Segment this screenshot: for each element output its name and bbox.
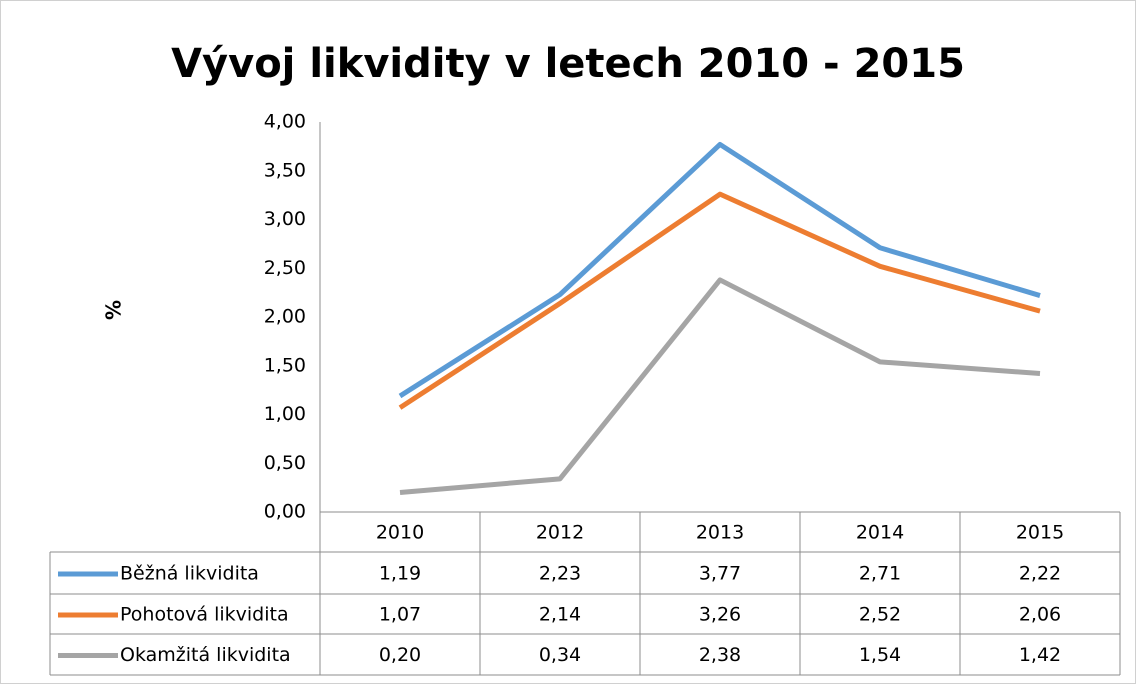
legend-label: Běžná likvidita <box>120 563 259 585</box>
legend-label: Pohotová likvidita <box>120 604 289 626</box>
data-label: 0,34 <box>539 644 581 666</box>
data-label: 2,22 <box>1019 563 1061 585</box>
y-tick-label: 0,50 <box>264 452 306 474</box>
x-tick-label: 2014 <box>856 522 904 544</box>
y-axis-label: % <box>102 300 126 320</box>
data-label: 1,54 <box>859 644 901 666</box>
y-tick-label: 0,00 <box>264 501 306 523</box>
data-label: 1,19 <box>379 563 421 585</box>
data-label: 1,42 <box>1019 644 1061 666</box>
data-label: 3,77 <box>699 563 741 585</box>
y-tick-label: 3,00 <box>264 208 306 230</box>
y-tick-label: 2,00 <box>264 306 306 328</box>
data-label: 2,52 <box>859 604 901 626</box>
series-line <box>399 277 1041 495</box>
legend-label: Okamžitá likvidita <box>120 644 291 666</box>
data-label: 2,71 <box>859 563 901 585</box>
chart-title: Vývoj likvidity v letech 2010 - 2015 <box>171 41 965 87</box>
y-tick-label: 2,50 <box>264 257 306 279</box>
y-tick-label: 1,00 <box>264 403 306 425</box>
data-label: 2,23 <box>539 563 581 585</box>
data-label: 2,14 <box>539 604 581 626</box>
x-tick-label: 2013 <box>696 522 744 544</box>
series-line <box>398 191 1041 410</box>
data-label: 3,26 <box>699 604 741 626</box>
data-label: 2,06 <box>1019 604 1061 626</box>
x-tick-label: 2012 <box>536 522 584 544</box>
x-tick-label: 2010 <box>376 522 424 544</box>
data-label: 0,20 <box>379 644 421 666</box>
y-tick-label: 1,50 <box>264 354 306 376</box>
y-tick-label: 4,00 <box>264 111 306 133</box>
x-tick-label: 2015 <box>1016 522 1064 544</box>
data-label: 1,07 <box>379 604 421 626</box>
data-label: 2,38 <box>699 644 741 666</box>
y-tick-label: 3,50 <box>264 159 306 181</box>
series-line <box>398 141 1041 399</box>
